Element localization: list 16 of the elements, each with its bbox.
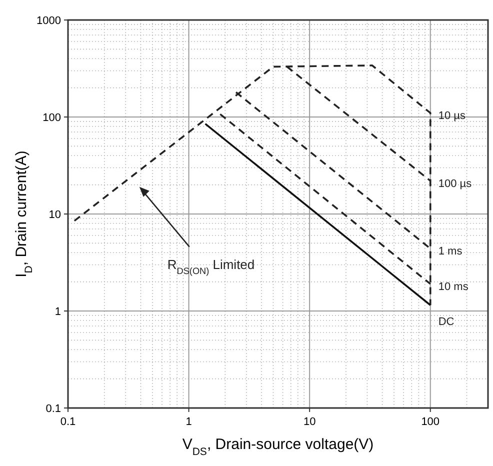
series-label: 10 µs — [438, 110, 466, 122]
y-tick-label: 10 — [48, 209, 61, 221]
x-tick-label: 0.1 — [60, 416, 76, 428]
x-tick-label: 10 — [303, 416, 316, 428]
series-label: 10 ms — [438, 280, 469, 293]
annotation: R$_{DS(ON)}$ Limited — [167, 256, 255, 276]
y-tick-label: 100 — [42, 112, 61, 124]
x-axis-title: V$_{DS}$, Drain-source voltage(V) — [182, 436, 374, 458]
series-label: DC — [438, 316, 454, 328]
x-tick-label: 1 — [186, 416, 192, 428]
y-tick-label: 1000 — [36, 15, 61, 27]
y-tick-label: 1 — [54, 306, 61, 318]
y-tick-label: 0.1 — [46, 403, 61, 415]
series-label: 100 µs — [438, 178, 472, 190]
series-label: 1 ms — [438, 246, 463, 258]
x-tick-label: 100 — [421, 416, 440, 428]
